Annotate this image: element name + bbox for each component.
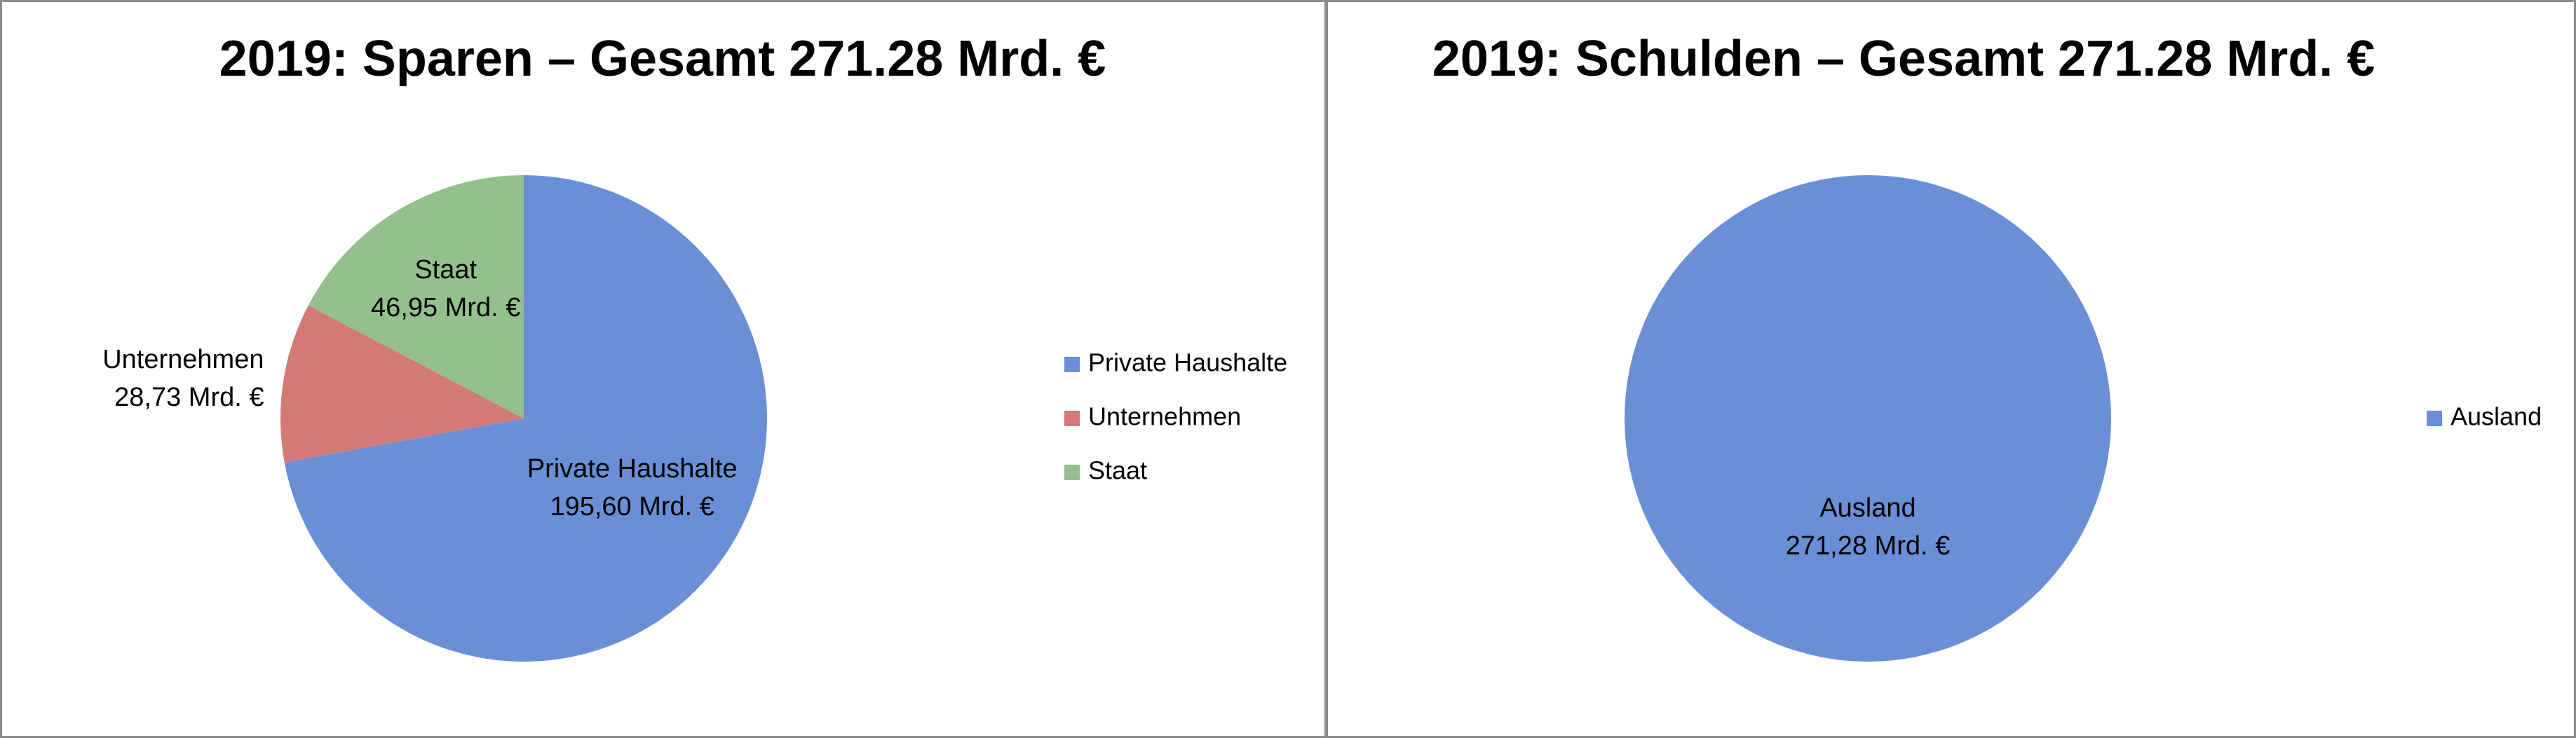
pie-slice <box>308 175 524 418</box>
chart-title: 2019: Sparen – Gesamt 271.28 Mrd. € <box>219 31 1106 87</box>
legend-swatch <box>1064 465 1080 480</box>
data-label-name: Staat <box>414 255 477 285</box>
legend-label: Unternehmen <box>1088 402 1241 431</box>
legend-label: Private Haushalte <box>1088 348 1287 377</box>
legend-swatch <box>2427 411 2442 426</box>
data-label-name: Unternehmen <box>102 345 264 374</box>
data-label-name: Ausland <box>1819 493 1916 523</box>
legend-swatch <box>1064 357 1080 372</box>
legend-label: Staat <box>1088 456 1147 485</box>
data-label-value: 271,28 Mrd. € <box>1786 531 1950 561</box>
pie-slice <box>284 175 768 662</box>
data-label-name: Private Haushalte <box>527 454 738 484</box>
pie-slice <box>280 305 524 463</box>
chart-title: 2019: Schulden – Gesamt 271.28 Mrd. € <box>1432 31 2375 87</box>
data-label-value: 46,95 Mrd. € <box>371 293 520 322</box>
pie-slice <box>1625 175 2111 662</box>
legend-swatch <box>1064 411 1080 426</box>
data-label-value: 195,60 Mrd. € <box>550 492 714 521</box>
legend-label: Ausland <box>2450 402 2542 431</box>
data-label-value: 28,73 Mrd. € <box>114 383 264 412</box>
